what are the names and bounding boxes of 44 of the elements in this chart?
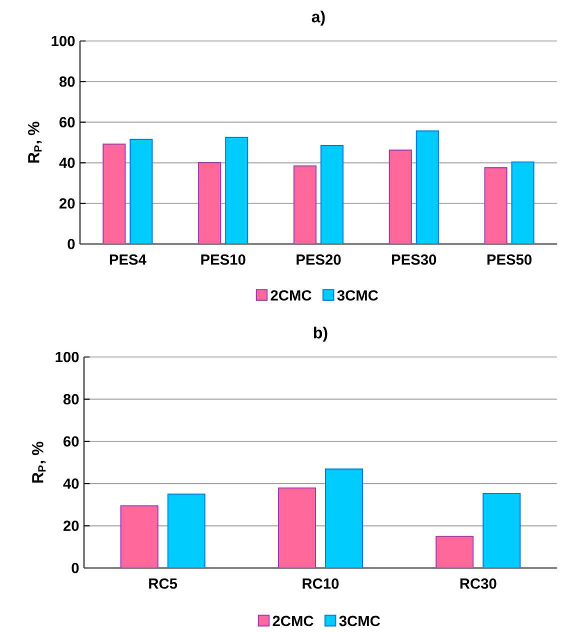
- chart-title: a): [312, 10, 325, 26]
- bar: [120, 505, 158, 568]
- y-tick-label: 40: [59, 158, 75, 168]
- y-tick-label: 0: [68, 238, 75, 250]
- bar: [416, 130, 439, 244]
- bar: [102, 144, 126, 244]
- y-tick-label: 60: [64, 436, 79, 447]
- legend-label: 3CMC: [339, 616, 380, 626]
- y-tick-label: 80: [63, 394, 79, 404]
- x-tick-label: PES20: [296, 254, 341, 265]
- y-tick-label: 100: [56, 352, 79, 362]
- x-tick-label: PES10: [201, 254, 246, 265]
- bar: [511, 161, 534, 244]
- x-tick-label: RC30: [460, 578, 496, 589]
- x-tick-label: PES4: [110, 254, 146, 265]
- bar: [324, 468, 364, 568]
- x-tick-label: RC10: [302, 578, 339, 589]
- y-tick-label: 0: [72, 562, 79, 574]
- x-tick-label: PES50: [487, 254, 532, 265]
- legend-label: 2CMC: [270, 290, 312, 301]
- bar: [198, 162, 222, 244]
- y-tick-label: 20: [63, 520, 79, 531]
- bar: [293, 165, 317, 244]
- bar: [436, 536, 474, 568]
- bar: [225, 136, 248, 244]
- x-tick-label: PES30: [392, 254, 436, 265]
- bar: [130, 138, 153, 244]
- legend-label: 2CMC: [272, 616, 314, 626]
- bar: [167, 494, 206, 568]
- bar: [484, 167, 508, 244]
- bar: [278, 487, 316, 568]
- bar: [388, 150, 412, 244]
- y-axis-title: R$_{P}$, %: [32, 442, 46, 483]
- y-tick-label: 80: [59, 76, 75, 87]
- chart-title: b): [314, 326, 328, 342]
- legend-label: 3CMC: [337, 290, 378, 301]
- bar: [482, 492, 521, 568]
- y-tick-label: 60: [60, 117, 75, 128]
- x-tick-label: RC5: [149, 578, 178, 589]
- y-tick-label: 40: [63, 478, 79, 489]
- y-tick-label: 20: [59, 198, 75, 209]
- y-tick-label: 100: [52, 36, 75, 46]
- bar: [320, 145, 344, 244]
- y-axis-title: R$_{P}$, %: [28, 122, 42, 163]
